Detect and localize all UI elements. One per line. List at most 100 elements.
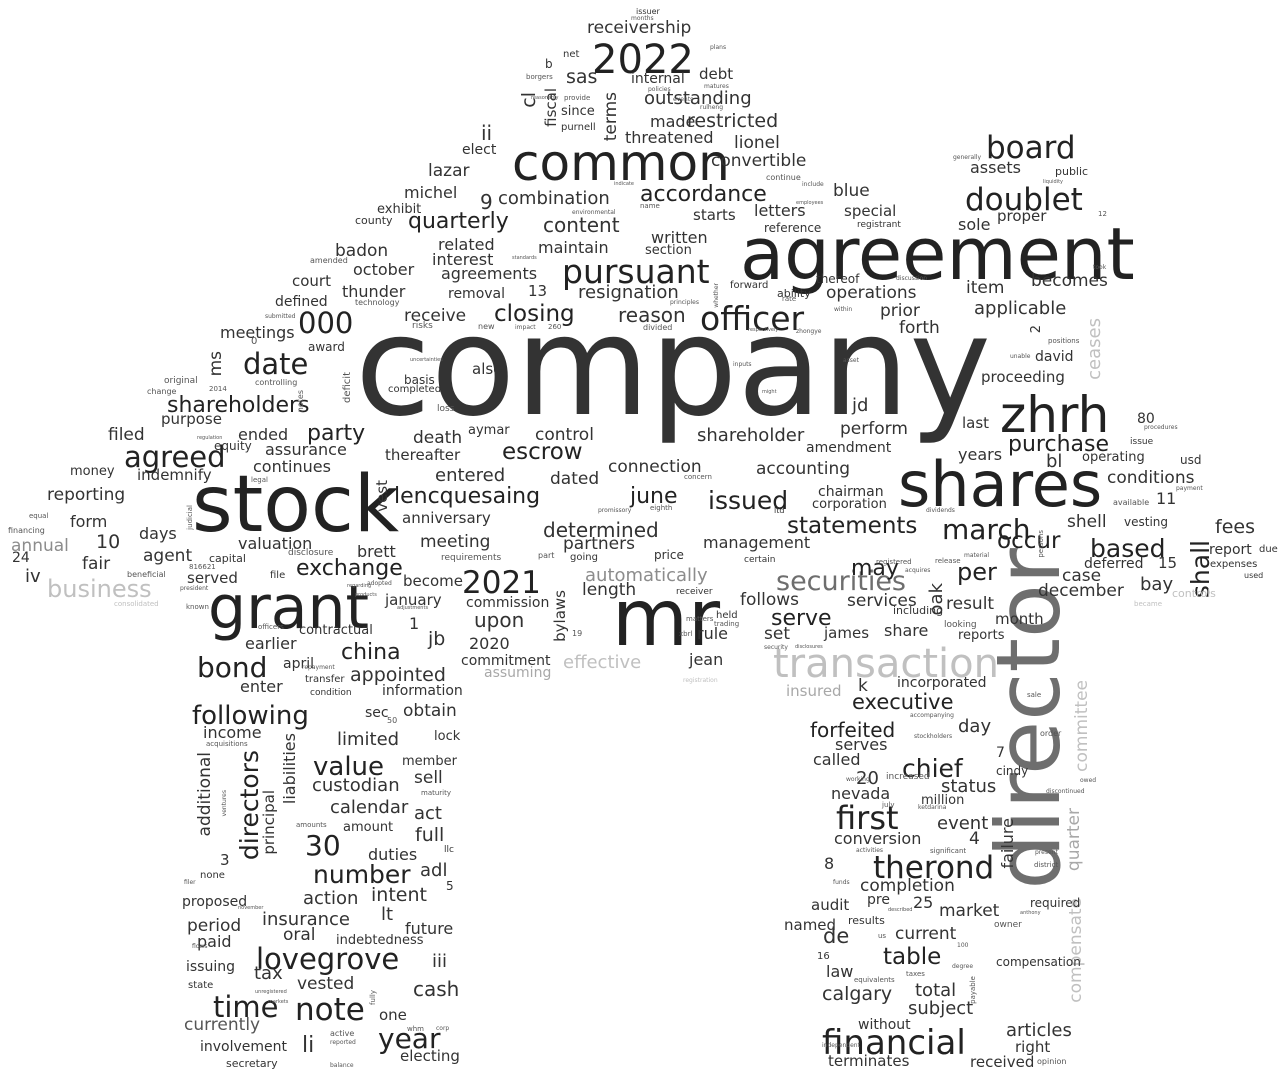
word-bond: bond [197,651,268,684]
word-amounts: amounts [296,821,327,829]
word-816621: 816621 [189,563,216,571]
word-13: 13 [528,282,548,300]
word-receive: receive [404,306,467,326]
word-sale: sale [1027,691,1042,699]
word-de: de [823,924,850,948]
word-rulheng: rulheng [700,104,724,111]
word-outstanding: outstanding [644,88,752,109]
word-appointed: appointed [350,664,446,686]
word-total: total [915,980,957,1001]
word-working: working [846,776,870,783]
word-loss: loss [437,404,455,414]
word-months: months [631,15,654,22]
word-30: 30 [305,829,341,862]
word-shares: shares [898,448,1103,521]
word-fees: fees [1215,516,1255,538]
word-day: day [958,716,992,737]
word-april: april [283,656,315,672]
word-ventures: ventures [221,790,228,817]
word-combination: combination [498,188,610,209]
word-forfeited: forfeited [810,718,896,742]
word-receivership: receivership [587,18,692,38]
word-maintain: maintain [538,238,609,257]
word-march: march [942,513,1031,546]
word-named: named [784,916,837,934]
word-result: result [946,594,995,614]
word-amended: amended [310,256,348,265]
word-closing: closing [494,301,575,327]
word-income: income [203,723,262,742]
word-positions: positions [1048,337,1080,345]
word-also: also [472,360,503,378]
word-executive: executive [852,690,954,714]
word-required: required [1030,896,1081,910]
word-applicable: applicable [974,298,1067,319]
word-price: price [654,548,684,562]
word-2: 2 [1029,325,1044,334]
word-50: 50 [387,716,398,725]
word-promissory: promissory [598,507,632,514]
word-length: length [582,580,637,600]
word-right: right [1015,1038,1051,1056]
word-payment: payment [1176,485,1203,492]
word-dated: dated [550,469,600,489]
word-flows: flows [192,943,208,950]
word-sec: sec [365,705,389,721]
word-may: may [851,556,899,581]
word-controls: controls [1172,587,1216,600]
word-beneficial: beneficial [127,570,166,579]
word-june: june [630,484,678,509]
word-reporting: reporting [47,485,126,505]
word-determined: determined [543,518,659,542]
word-7: 7 [996,745,1005,761]
word-member: member [402,754,457,769]
word-events: events [673,96,694,103]
word-court: court [292,272,331,290]
word-resignation: resignation [578,282,679,303]
word-upon: upon [474,608,525,632]
word-nevada: nevada [831,784,891,803]
word-might: might [762,389,777,395]
word-directors: directors [235,750,264,861]
word-capital: capital [209,552,246,565]
word-material: material [964,552,990,559]
word-commitment: commitment [461,653,551,669]
word-ii: ii [481,121,493,145]
word-independent: independent [822,1042,860,1049]
word-lock: lock [434,729,461,744]
word-terminates: terminates [828,1052,910,1070]
word-duties: duties [368,845,418,864]
word-acquires: acquires [905,567,931,574]
word-100: 100 [957,942,969,949]
word-concern: concern [684,473,712,481]
word-2020: 2020 [469,634,510,653]
word-conversion: conversion [834,829,922,848]
word-month: month [995,610,1044,628]
word-regarding: regarding [347,583,372,589]
word-llc: llc [444,845,454,855]
word-november: november [238,905,264,911]
word-ketdarina: ketdarina [918,804,947,811]
word-services: services [847,591,917,611]
word-completed: completed [388,384,442,395]
word-becomes: becomes [1031,271,1108,291]
word-20: 20 [856,768,879,789]
word-purnell: purnell [561,122,596,133]
word-reported: reported [330,1039,356,1046]
word-equivalents: equivalents [854,976,895,984]
word-operating: operating [1082,450,1145,465]
word-registrant: registrant [857,220,901,230]
word-controlling: controlling [255,378,298,387]
word-asset: asset [843,357,859,364]
word-inputs: inputs [733,361,752,368]
word-based: based [1090,534,1166,563]
word-period: period [187,916,242,936]
word-respectively: respectively [748,327,779,333]
word-thereafter: thereafter [385,446,461,464]
word-perform: perform [840,419,908,439]
word-business: business [47,575,152,603]
word-results: results [848,914,885,927]
word-activities: activities [856,847,884,854]
word-shell: shell [1067,512,1107,532]
word-markets: markets [268,999,289,1005]
